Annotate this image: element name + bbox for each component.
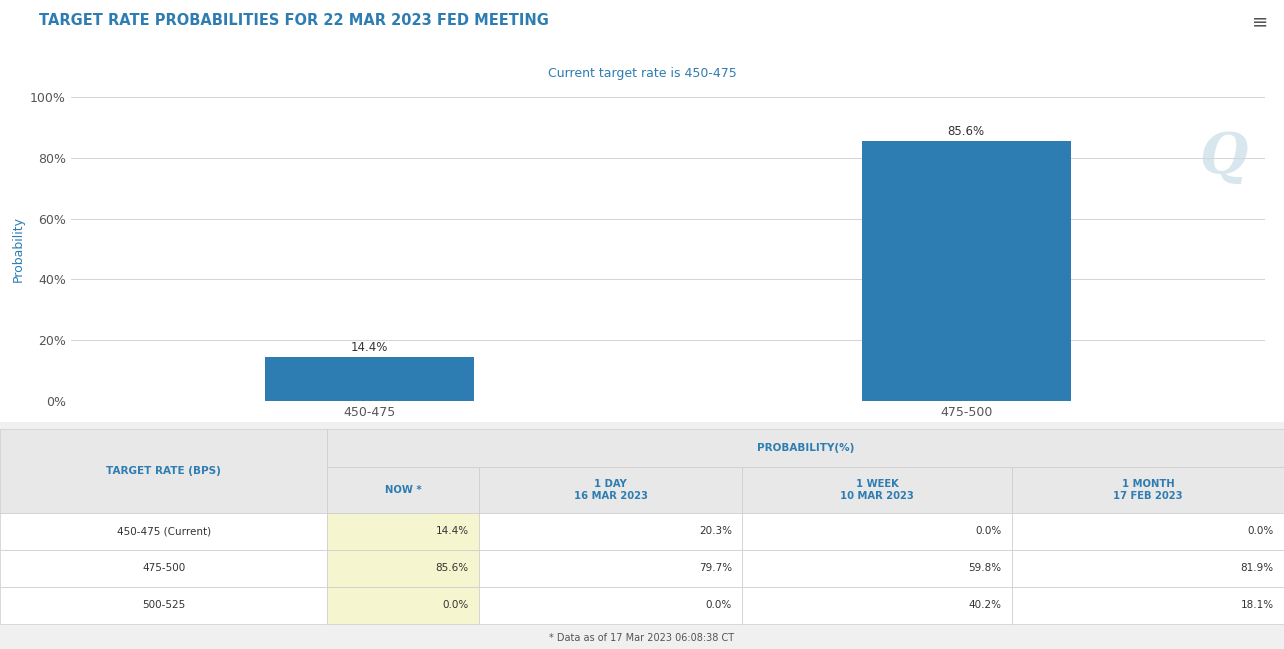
X-axis label: Target Rate (in bps): Target Rate (in bps) <box>606 426 729 439</box>
Bar <box>265 357 474 400</box>
Text: 81.9%: 81.9% <box>1240 563 1274 573</box>
Text: * Data as of 17 Mar 2023 06:08:38 CT: * Data as of 17 Mar 2023 06:08:38 CT <box>550 633 734 643</box>
Text: TARGET RATE (BPS): TARGET RATE (BPS) <box>107 466 221 476</box>
Text: 14.4%: 14.4% <box>435 526 469 536</box>
Bar <box>479 513 742 550</box>
Text: 79.7%: 79.7% <box>698 563 732 573</box>
Text: 0.0%: 0.0% <box>443 600 469 611</box>
Bar <box>479 467 742 513</box>
Text: 500-525: 500-525 <box>143 600 185 611</box>
Bar <box>0 587 327 624</box>
Bar <box>0 429 327 513</box>
Bar <box>742 587 1012 624</box>
Text: 1 WEEK
10 MAR 2023: 1 WEEK 10 MAR 2023 <box>840 479 914 501</box>
Bar <box>0 550 327 587</box>
Text: 0.0%: 0.0% <box>976 526 1002 536</box>
Bar <box>1012 513 1284 550</box>
Text: 475-500: 475-500 <box>143 563 185 573</box>
Text: 85.6%: 85.6% <box>435 563 469 573</box>
Bar <box>327 429 1284 467</box>
Bar <box>1012 587 1284 624</box>
Bar <box>862 141 1071 400</box>
Bar <box>1012 550 1284 587</box>
Bar <box>479 550 742 587</box>
Bar <box>742 467 1012 513</box>
Bar <box>327 587 479 624</box>
Text: 450-475 (Current): 450-475 (Current) <box>117 526 211 536</box>
Text: 1 DAY
16 MAR 2023: 1 DAY 16 MAR 2023 <box>574 479 647 501</box>
Text: 0.0%: 0.0% <box>1248 526 1274 536</box>
Text: 59.8%: 59.8% <box>968 563 1002 573</box>
Text: 40.2%: 40.2% <box>968 600 1002 611</box>
Text: 1 MONTH
17 FEB 2023: 1 MONTH 17 FEB 2023 <box>1113 479 1183 501</box>
Text: NOW *: NOW * <box>385 485 421 495</box>
Text: 0.0%: 0.0% <box>706 600 732 611</box>
Bar <box>0 513 327 550</box>
Y-axis label: Probability: Probability <box>12 216 24 282</box>
Text: Q: Q <box>1199 130 1247 185</box>
Bar <box>479 587 742 624</box>
Bar <box>1012 467 1284 513</box>
Text: 20.3%: 20.3% <box>698 526 732 536</box>
Bar <box>327 467 479 513</box>
Text: 18.1%: 18.1% <box>1240 600 1274 611</box>
Bar <box>327 513 479 550</box>
Text: 14.4%: 14.4% <box>351 341 388 354</box>
Text: PROBABILITY(%): PROBABILITY(%) <box>758 443 854 453</box>
Text: 85.6%: 85.6% <box>948 125 985 138</box>
Bar <box>742 513 1012 550</box>
Bar <box>327 550 479 587</box>
Bar <box>742 550 1012 587</box>
